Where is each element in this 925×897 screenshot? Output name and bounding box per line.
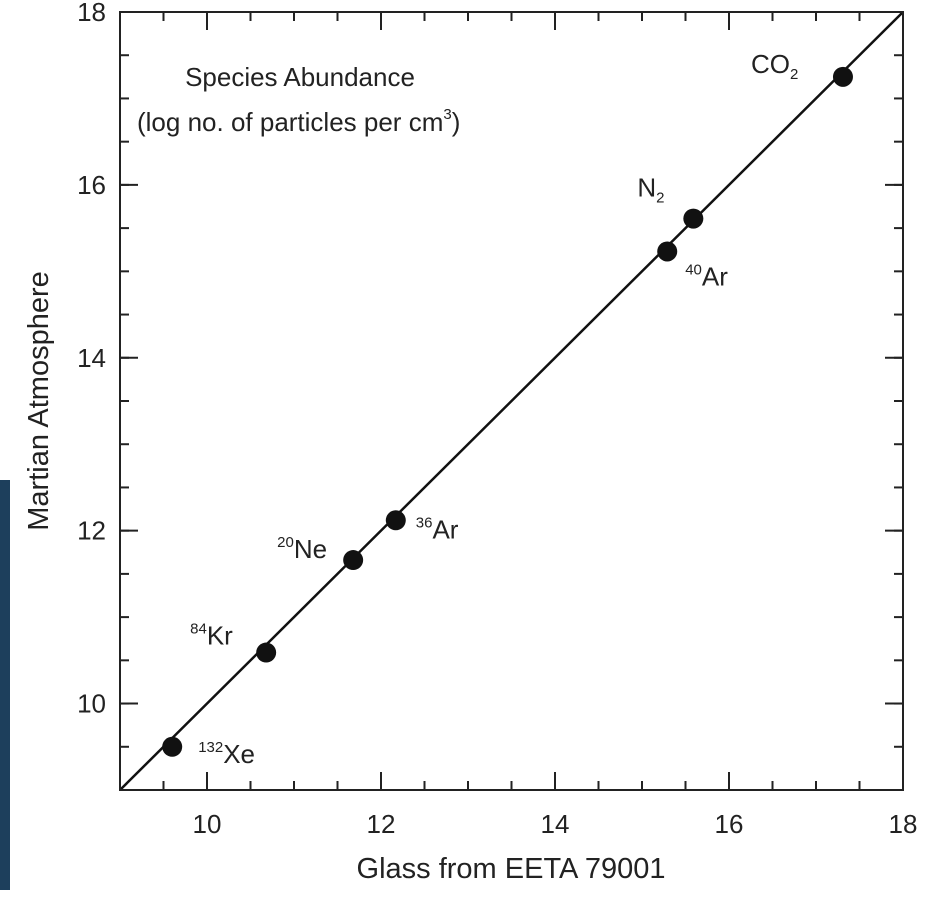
point xyxy=(683,208,704,229)
x-tick-label: 14 xyxy=(541,809,570,839)
y-tick-label: 16 xyxy=(77,170,106,200)
label-sup: 84 xyxy=(190,621,207,638)
y-tick-label: 12 xyxy=(77,516,106,546)
point-label: 20Ne xyxy=(277,534,327,564)
label-text: N xyxy=(637,173,656,203)
point xyxy=(832,66,853,87)
label-text: Ne xyxy=(294,534,327,564)
point-label: 132Xe xyxy=(198,739,255,769)
x-axis-title: Glass from EETA 79001 xyxy=(357,853,666,885)
label-sup: 20 xyxy=(277,534,294,551)
label-sub: 2 xyxy=(790,66,798,83)
label-text: Ar xyxy=(702,261,728,291)
point xyxy=(385,510,406,531)
label-text: Ar xyxy=(432,514,458,544)
point-label: CO2 xyxy=(751,49,798,83)
point-label: 84Kr xyxy=(190,621,233,651)
label-text: Xe xyxy=(223,739,255,769)
label-sup: 132 xyxy=(198,739,223,756)
label-sub: 2 xyxy=(656,190,664,207)
label-text: Kr xyxy=(207,621,233,651)
point-label: 40Ar xyxy=(685,261,728,291)
x-tick-label: 10 xyxy=(193,809,222,839)
y-tick-label: 14 xyxy=(77,343,106,373)
point-label: N2 xyxy=(637,173,664,207)
x-tick-label: 12 xyxy=(367,809,396,839)
y-tick-label: 18 xyxy=(77,0,106,27)
annotation-text: (log no. of particles per cm xyxy=(137,107,443,137)
point-label: 36Ar xyxy=(416,514,459,544)
point xyxy=(162,736,183,757)
annotation: (log no. of particles per cm3) xyxy=(137,106,460,137)
point xyxy=(343,550,364,571)
y-axis-title: Martian Atmosphere xyxy=(23,271,55,531)
annotation-sup: 3 xyxy=(443,106,451,123)
point xyxy=(657,241,678,262)
x-tick-label: 18 xyxy=(889,809,918,839)
label-text: CO xyxy=(751,49,790,79)
label-sup: 36 xyxy=(416,514,433,531)
label-sup: 40 xyxy=(685,261,702,278)
reference-line xyxy=(119,11,904,791)
annotation: Species Abundance xyxy=(185,62,415,92)
y-tick-label: 10 xyxy=(77,689,106,719)
annotation-text: ) xyxy=(452,107,461,137)
x-tick-label: 16 xyxy=(715,809,744,839)
background-fragment xyxy=(0,480,10,890)
point xyxy=(256,642,277,663)
